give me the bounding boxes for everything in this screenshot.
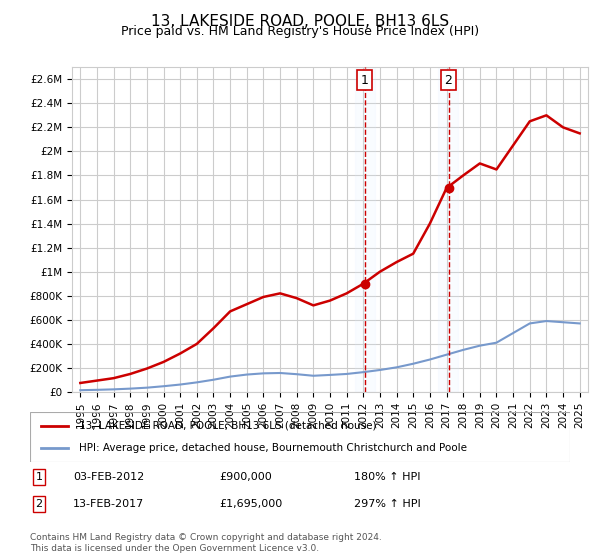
Text: 2: 2 [445, 74, 452, 87]
Bar [355, 67, 375, 392]
Text: HPI: Average price, detached house, Bournemouth Christchurch and Poole: HPI: Average price, detached house, Bour… [79, 443, 467, 453]
Text: 13, LAKESIDE ROAD, POOLE, BH13 6LS: 13, LAKESIDE ROAD, POOLE, BH13 6LS [151, 14, 449, 29]
Text: 2: 2 [35, 499, 43, 509]
Text: 13, LAKESIDE ROAD, POOLE, BH13 6LS (detached house): 13, LAKESIDE ROAD, POOLE, BH13 6LS (deta… [79, 421, 376, 431]
Text: £900,000: £900,000 [219, 472, 272, 482]
Text: £1,695,000: £1,695,000 [219, 499, 282, 509]
Text: 13-FEB-2017: 13-FEB-2017 [73, 499, 145, 509]
Text: 1: 1 [35, 472, 43, 482]
Text: 03-FEB-2012: 03-FEB-2012 [73, 472, 145, 482]
Text: 297% ↑ HPI: 297% ↑ HPI [354, 499, 421, 509]
Text: Contains HM Land Registry data © Crown copyright and database right 2024.
This d: Contains HM Land Registry data © Crown c… [30, 533, 382, 553]
Text: Price paid vs. HM Land Registry's House Price Index (HPI): Price paid vs. HM Land Registry's House … [121, 25, 479, 38]
Text: 1: 1 [361, 74, 368, 87]
Bar [438, 67, 458, 392]
Text: 180% ↑ HPI: 180% ↑ HPI [354, 472, 421, 482]
